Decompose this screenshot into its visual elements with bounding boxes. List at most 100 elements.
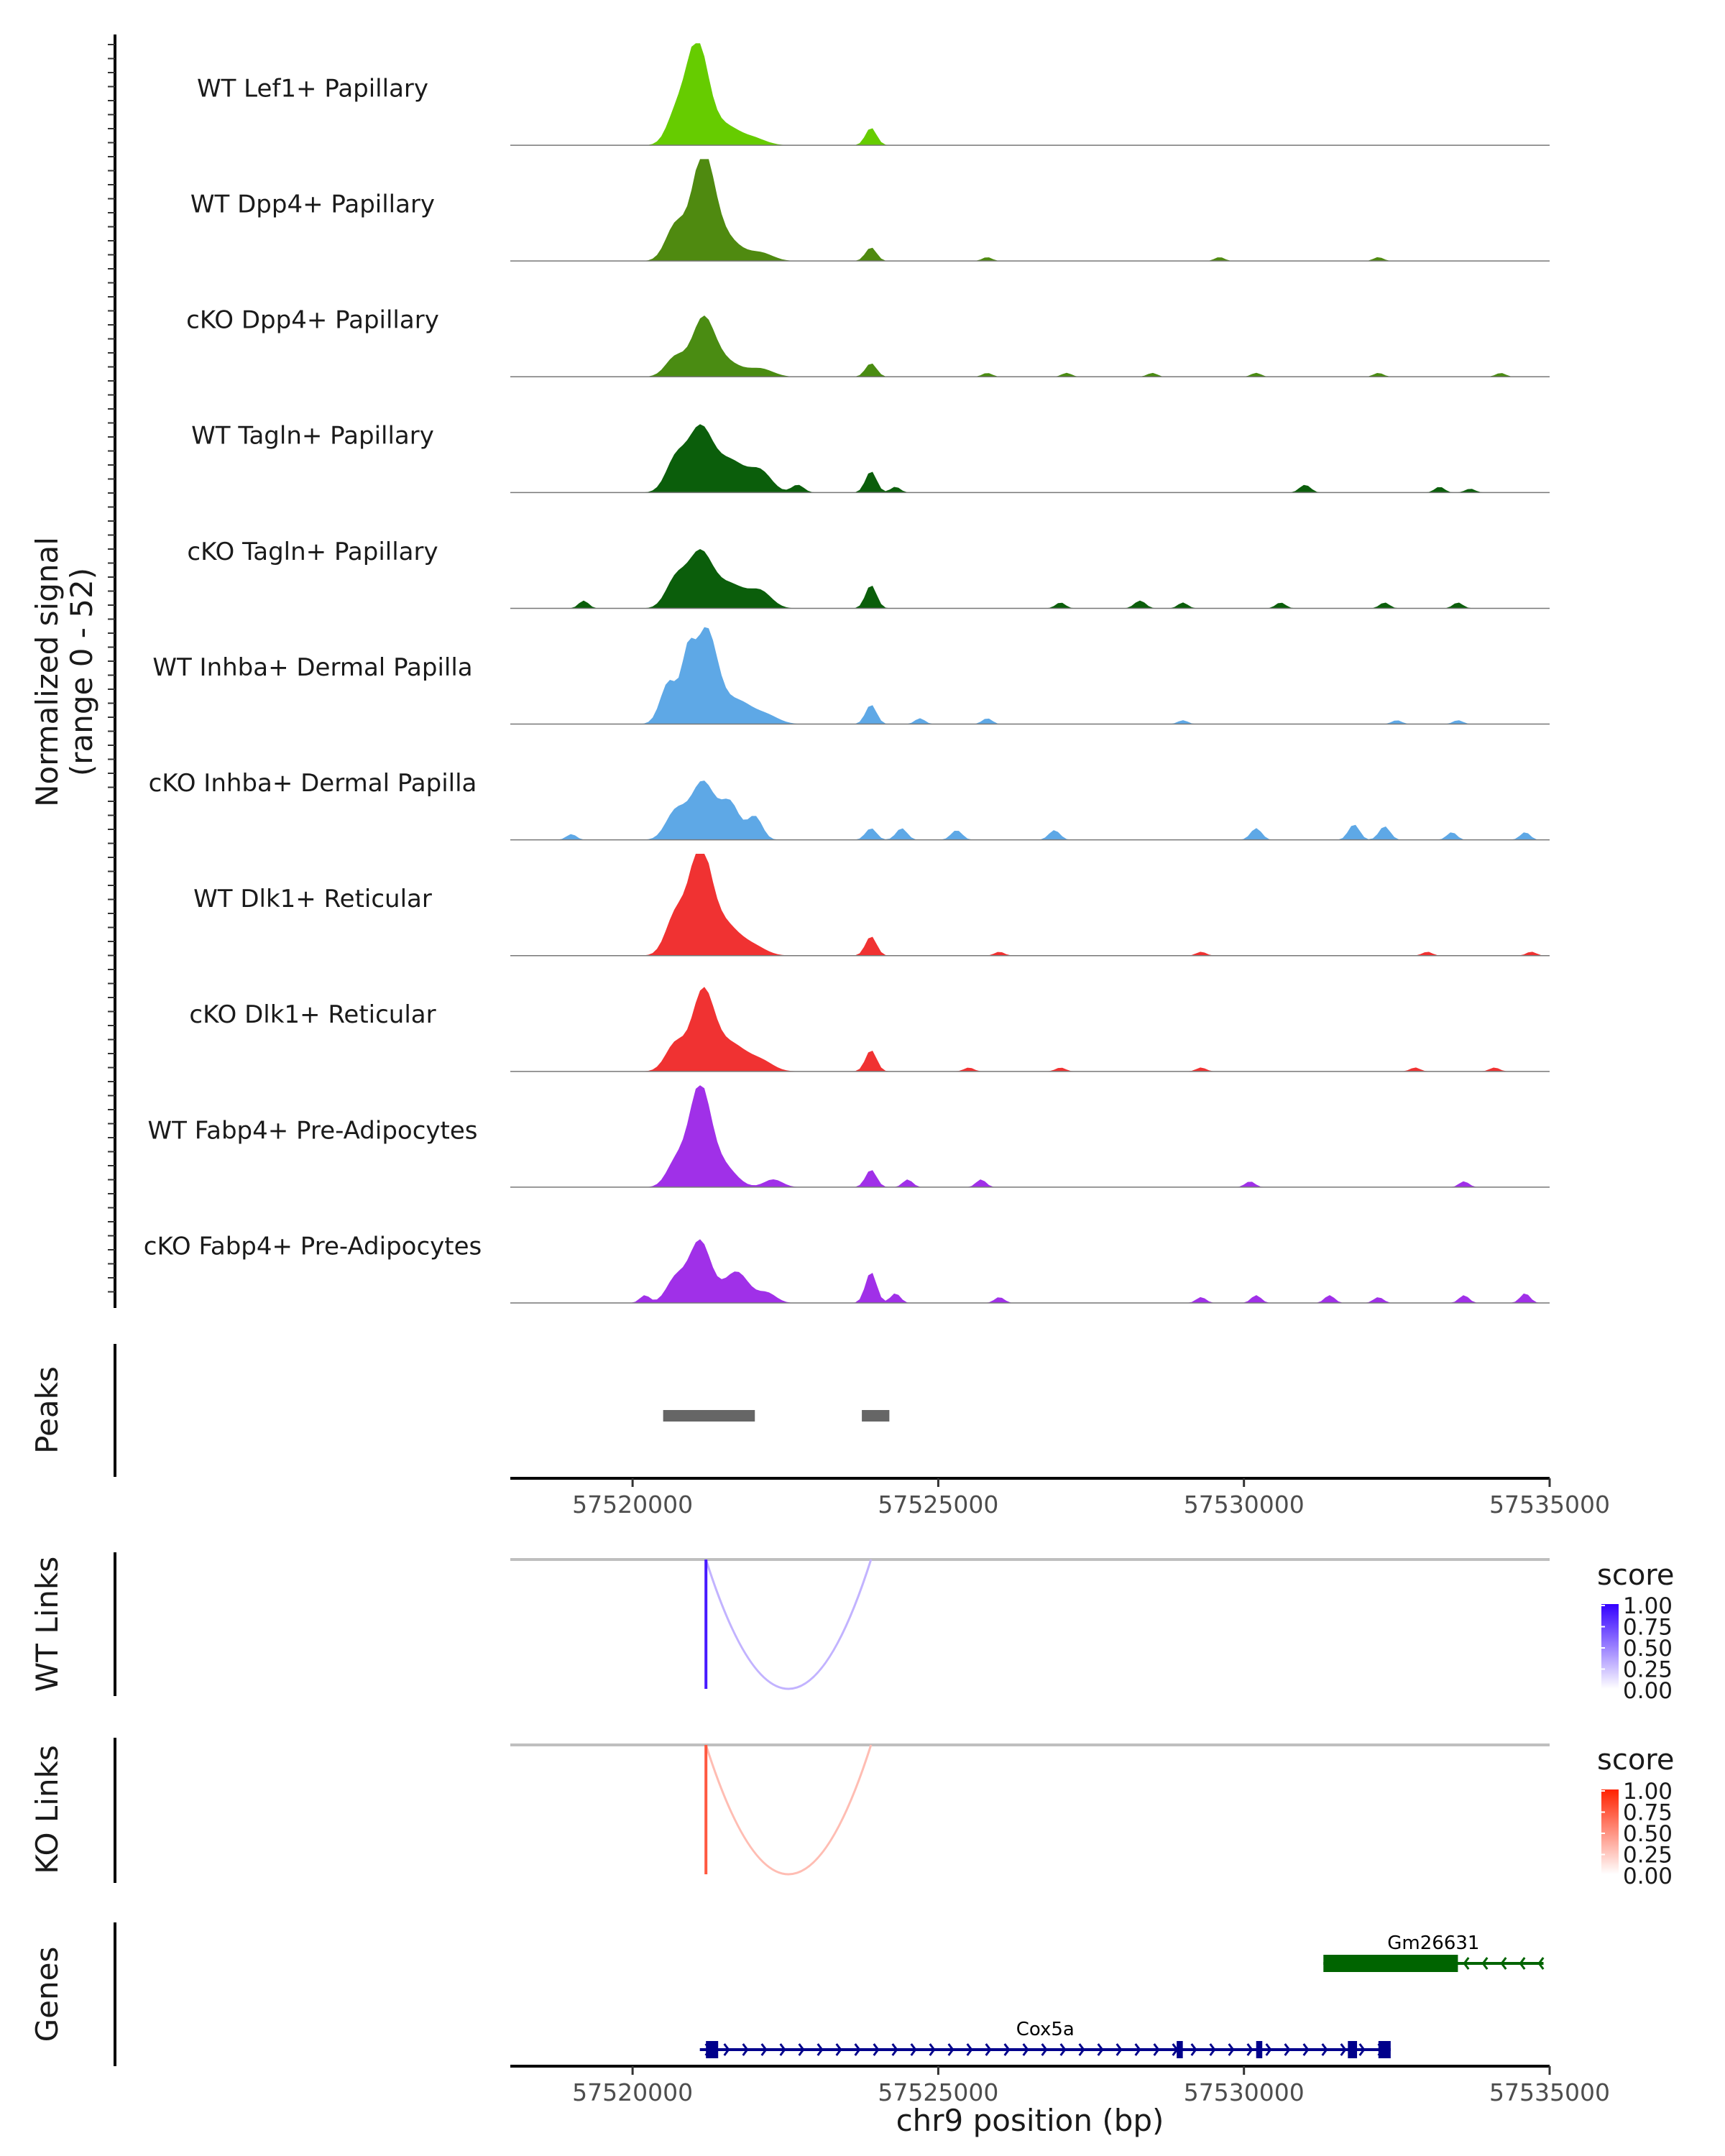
legend-tick-label: 0.50 (1623, 1636, 1673, 1662)
legend-tick-label: 0.50 (1623, 1821, 1673, 1847)
strand-chevron (985, 2043, 992, 2056)
strand-chevron (760, 2043, 768, 2056)
y-axis-subtitle: (range 0 - 52) (64, 568, 99, 776)
peak-region (663, 1410, 755, 1422)
wt-links-panel: WT Links score 1.000.750.500.250.00 (29, 1552, 1674, 1704)
strand-chevron (1059, 2043, 1067, 2056)
strand-chevron (910, 2043, 917, 2056)
legend-tick-label: 1.00 (1623, 1593, 1673, 1619)
coverage-signal (510, 315, 1550, 377)
strand-chevron (1284, 2043, 1291, 2056)
strand-chevron (947, 2043, 954, 2056)
coverage-panel: Normalized signal (range 0 - 52) WT Lef1… (29, 34, 1550, 1308)
legend-tick-label: 0.75 (1623, 1800, 1673, 1826)
track-label: cKO Dlk1+ Reticular (189, 1000, 436, 1029)
strand-chevron (1340, 2043, 1347, 2056)
track-label: WT Fabp4+ Pre-Adipocytes (148, 1116, 478, 1145)
peaks-label: Peaks (29, 1366, 65, 1454)
wt-legend-colorbar (1601, 1604, 1619, 1689)
coverage-track: cKO Tagln+ Papillary (187, 538, 1550, 609)
strand-chevron (1078, 2043, 1085, 2056)
strand-chevron (1003, 2043, 1011, 2056)
coverage-track: cKO Dpp4+ Papillary (186, 306, 1550, 378)
coverage-track: WT Lef1+ Papillary (197, 43, 1550, 146)
exon (1256, 2041, 1263, 2058)
coverage-track: WT Dlk1+ Reticular (193, 854, 1550, 957)
x-tick-label: 57525000 (878, 2078, 998, 2106)
coverage-track: cKO Dlk1+ Reticular (189, 987, 1550, 1072)
lower-position-ticks: 57520000 57525000 57530000 57535000 (572, 2066, 1610, 2106)
strand-chevron (1500, 1957, 1507, 1970)
x-tick-label: 57530000 (1184, 2078, 1305, 2106)
strand-chevron (966, 2043, 973, 2056)
strand-chevron (1358, 2043, 1366, 2056)
coverage-track: WT Tagln+ Papillary (191, 422, 1550, 494)
strand-chevron (723, 2043, 730, 2056)
peaks-panel: Peaks 57520000 57525000 57530000 57535000 (29, 1344, 1610, 1519)
ko-legend-ticks: 1.000.750.500.250.00 (1601, 1779, 1673, 1889)
strand-chevron (854, 2043, 861, 2056)
strand-chevron (1134, 2043, 1141, 2056)
legend-tick-label: 0.75 (1623, 1615, 1673, 1641)
strand-chevron (742, 2043, 749, 2056)
legend-tick-label: 1.00 (1623, 1779, 1673, 1805)
link-arc (704, 1559, 873, 1690)
x-axis-title: chr9 position (bp) (896, 2103, 1164, 2138)
exon (1348, 2041, 1358, 2058)
track-label: WT Lef1+ Papillary (197, 74, 428, 103)
legend-tick-label: 0.25 (1623, 1657, 1673, 1683)
strand-chevron (798, 2043, 805, 2056)
x-tick-label: 57535000 (1489, 2078, 1610, 2106)
coverage-signal (510, 627, 1550, 724)
coverage-track: WT Dpp4+ Papillary (190, 159, 1550, 262)
legend-tick-label: 0.25 (1623, 1843, 1673, 1869)
strand-chevron (779, 2043, 786, 2056)
track-label: cKO Inhba+ Dermal Papilla (149, 769, 477, 798)
ko-links-panel: KO Links score 1.000.750.500.250.00 (29, 1738, 1674, 1889)
gene-models: Gm26631 Cox5a (699, 1932, 1545, 2058)
track-label: cKO Dpp4+ Papillary (186, 306, 439, 335)
gene-model: Gm26631 (1323, 1932, 1545, 1972)
strand-chevron (1209, 2043, 1216, 2056)
coverage-signal (510, 780, 1550, 840)
track-label: WT Tagln+ Papillary (191, 422, 434, 451)
peak-regions (663, 1410, 890, 1422)
track-label: WT Inhba+ Dermal Papilla (152, 653, 472, 682)
legend-tick-label: 0.00 (1623, 1678, 1673, 1704)
link-arc (704, 1744, 873, 1876)
coverage-y-ticks (108, 44, 115, 1293)
ko-legend-colorbar (1601, 1789, 1619, 1874)
x-tick-label: 57520000 (572, 1491, 693, 1519)
wt-legend-ticks: 1.000.750.500.250.00 (1601, 1593, 1673, 1704)
track-label: cKO Fabp4+ Pre-Adipocytes (144, 1232, 482, 1261)
ko-link-arcs (704, 1744, 873, 1876)
peak-region (862, 1410, 890, 1422)
coverage-signal (510, 549, 1550, 609)
strand-chevron (1022, 2043, 1029, 2056)
strand-chevron (1097, 2043, 1104, 2056)
x-tick-label: 57535000 (1489, 1491, 1610, 1519)
strand-chevron (891, 2043, 898, 2056)
x-tick-label: 57530000 (1184, 1491, 1305, 1519)
strand-chevron (1116, 2043, 1123, 2056)
coverage-track: cKO Fabp4+ Pre-Adipocytes (144, 1232, 1550, 1304)
track-label: WT Dlk1+ Reticular (193, 885, 432, 913)
strand-chevron (1246, 2043, 1254, 2056)
exon (1323, 1955, 1458, 1972)
coverage-track: WT Fabp4+ Pre-Adipocytes (148, 1085, 1550, 1188)
coverage-tracks: WT Lef1+ Papillary WT Dpp4+ Papillary cKO … (144, 43, 1550, 1304)
ko-legend-title: score (1597, 1743, 1674, 1777)
x-tick-label: 57520000 (572, 2078, 693, 2106)
gene-name: Gm26631 (1387, 1932, 1479, 1954)
track-label: WT Dpp4+ Papillary (190, 190, 435, 219)
strand-chevron (1190, 2043, 1197, 2056)
genes-label: Genes (29, 1947, 65, 2042)
y-axis-title: Normalized signal (29, 537, 65, 807)
wt-score-legend: score 1.000.750.500.250.00 (1597, 1559, 1674, 1704)
strand-chevron (873, 2043, 880, 2056)
wt-legend-title: score (1597, 1559, 1674, 1592)
strand-chevron (1153, 2043, 1160, 2056)
exon (706, 2041, 719, 2058)
coverage-signal (510, 987, 1550, 1072)
